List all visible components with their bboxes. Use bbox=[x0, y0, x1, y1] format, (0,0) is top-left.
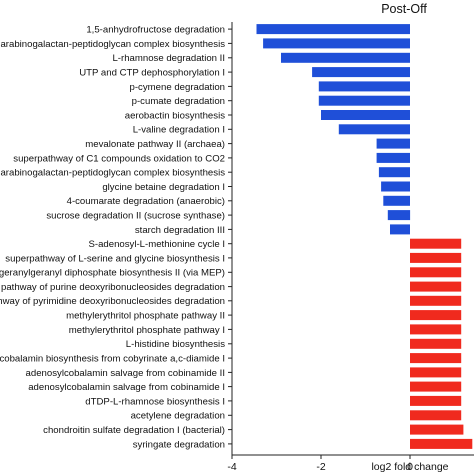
bar bbox=[410, 338, 462, 349]
x-tick-label: -2 bbox=[316, 461, 325, 473]
x-axis-title: log2 fold change bbox=[371, 461, 448, 473]
bar bbox=[378, 167, 410, 178]
x-tick-label: -4 bbox=[227, 461, 236, 473]
bar bbox=[381, 181, 410, 192]
category-label: S-adenosyl-L-methionine cycle I bbox=[88, 239, 225, 250]
category-label: p-cumate degradation bbox=[132, 96, 225, 107]
category-label: acetylene degradation bbox=[131, 411, 225, 422]
category-label: dTDP-L-rhamnose biosynthesis I bbox=[85, 396, 225, 407]
category-label: L-histidine biosynthesis bbox=[126, 339, 225, 350]
category-label: geranylgeranyl diphosphate biosynthesis … bbox=[0, 268, 225, 279]
category-label: glycine betaine degradation I bbox=[102, 182, 225, 193]
bar bbox=[338, 124, 410, 135]
category-label: superpathway of C1 compounds oxidation t… bbox=[13, 153, 225, 164]
bar bbox=[376, 152, 410, 163]
bar bbox=[410, 410, 462, 421]
category-label: aerobactin biosynthesis bbox=[125, 110, 225, 121]
category-label: mevalonate pathway II (archaea) bbox=[85, 139, 225, 150]
bar bbox=[410, 295, 462, 306]
category-label: 4-coumarate degradation (anaerobic) bbox=[67, 196, 225, 207]
bar bbox=[410, 324, 462, 335]
bar bbox=[318, 95, 410, 106]
bar bbox=[410, 252, 462, 263]
category-label: adenosylcobalamin salvage from cobinamid… bbox=[26, 368, 225, 379]
bar bbox=[312, 67, 410, 78]
bar bbox=[263, 38, 410, 49]
category-label: 1,5-anhydrofructose degradation bbox=[86, 25, 225, 36]
bar bbox=[410, 310, 462, 321]
bar bbox=[410, 381, 462, 392]
category-label: UTP and CTP dephosphorylation I bbox=[79, 68, 225, 79]
bar bbox=[410, 367, 462, 378]
category-label: chondroitin sulfate degradation I (bacte… bbox=[43, 425, 225, 436]
bar bbox=[383, 195, 410, 206]
category-label: methylerythritol phosphate pathway II bbox=[66, 311, 225, 322]
bar bbox=[410, 424, 464, 435]
bar bbox=[410, 281, 462, 292]
category-label: adenosylcobalamin salvage from cobinamid… bbox=[28, 382, 225, 393]
category-label: pathway of pyrimidine deoxyribonucleosid… bbox=[0, 296, 225, 307]
bar bbox=[410, 438, 473, 449]
bar bbox=[410, 353, 462, 364]
category-label: methylerythritol phosphate pathway I bbox=[69, 325, 225, 336]
bar bbox=[318, 81, 410, 92]
bar bbox=[376, 138, 410, 149]
category-label: sucrose degradation II (sucrose synthase… bbox=[46, 211, 225, 222]
bar bbox=[390, 224, 410, 235]
x-tick-label: 0 bbox=[407, 461, 413, 473]
category-label: arabinogalactan-peptidoglycan complex bi… bbox=[0, 168, 225, 179]
category-label: L-rhamnose degradation II bbox=[112, 53, 225, 64]
bar bbox=[387, 210, 411, 221]
category-label: L-valine degradation I bbox=[133, 125, 225, 136]
category-label: arabinogalactan-peptidoglycan complex bi… bbox=[0, 39, 225, 50]
chart-title: Post-Off bbox=[381, 2, 427, 16]
plot-area: 1,5-anhydrofructose degradation arabinoga… bbox=[0, 22, 474, 473]
bar bbox=[281, 52, 410, 63]
category-label: pathway of purine deoxyribonucleosides d… bbox=[1, 282, 225, 293]
bar bbox=[321, 110, 410, 120]
category-label: p-cymene degradation bbox=[130, 82, 225, 93]
bar bbox=[410, 267, 462, 278]
category-label: cobalamin biosynthesis from cobyrinate a… bbox=[0, 353, 225, 364]
category-label: superpathway of L-serine and glycine bio… bbox=[5, 253, 225, 264]
bar bbox=[410, 238, 462, 249]
bar bbox=[256, 24, 410, 35]
category-label: syringate degradation bbox=[133, 439, 225, 450]
bar bbox=[410, 395, 462, 406]
category-label: starch degradation III bbox=[135, 225, 225, 236]
